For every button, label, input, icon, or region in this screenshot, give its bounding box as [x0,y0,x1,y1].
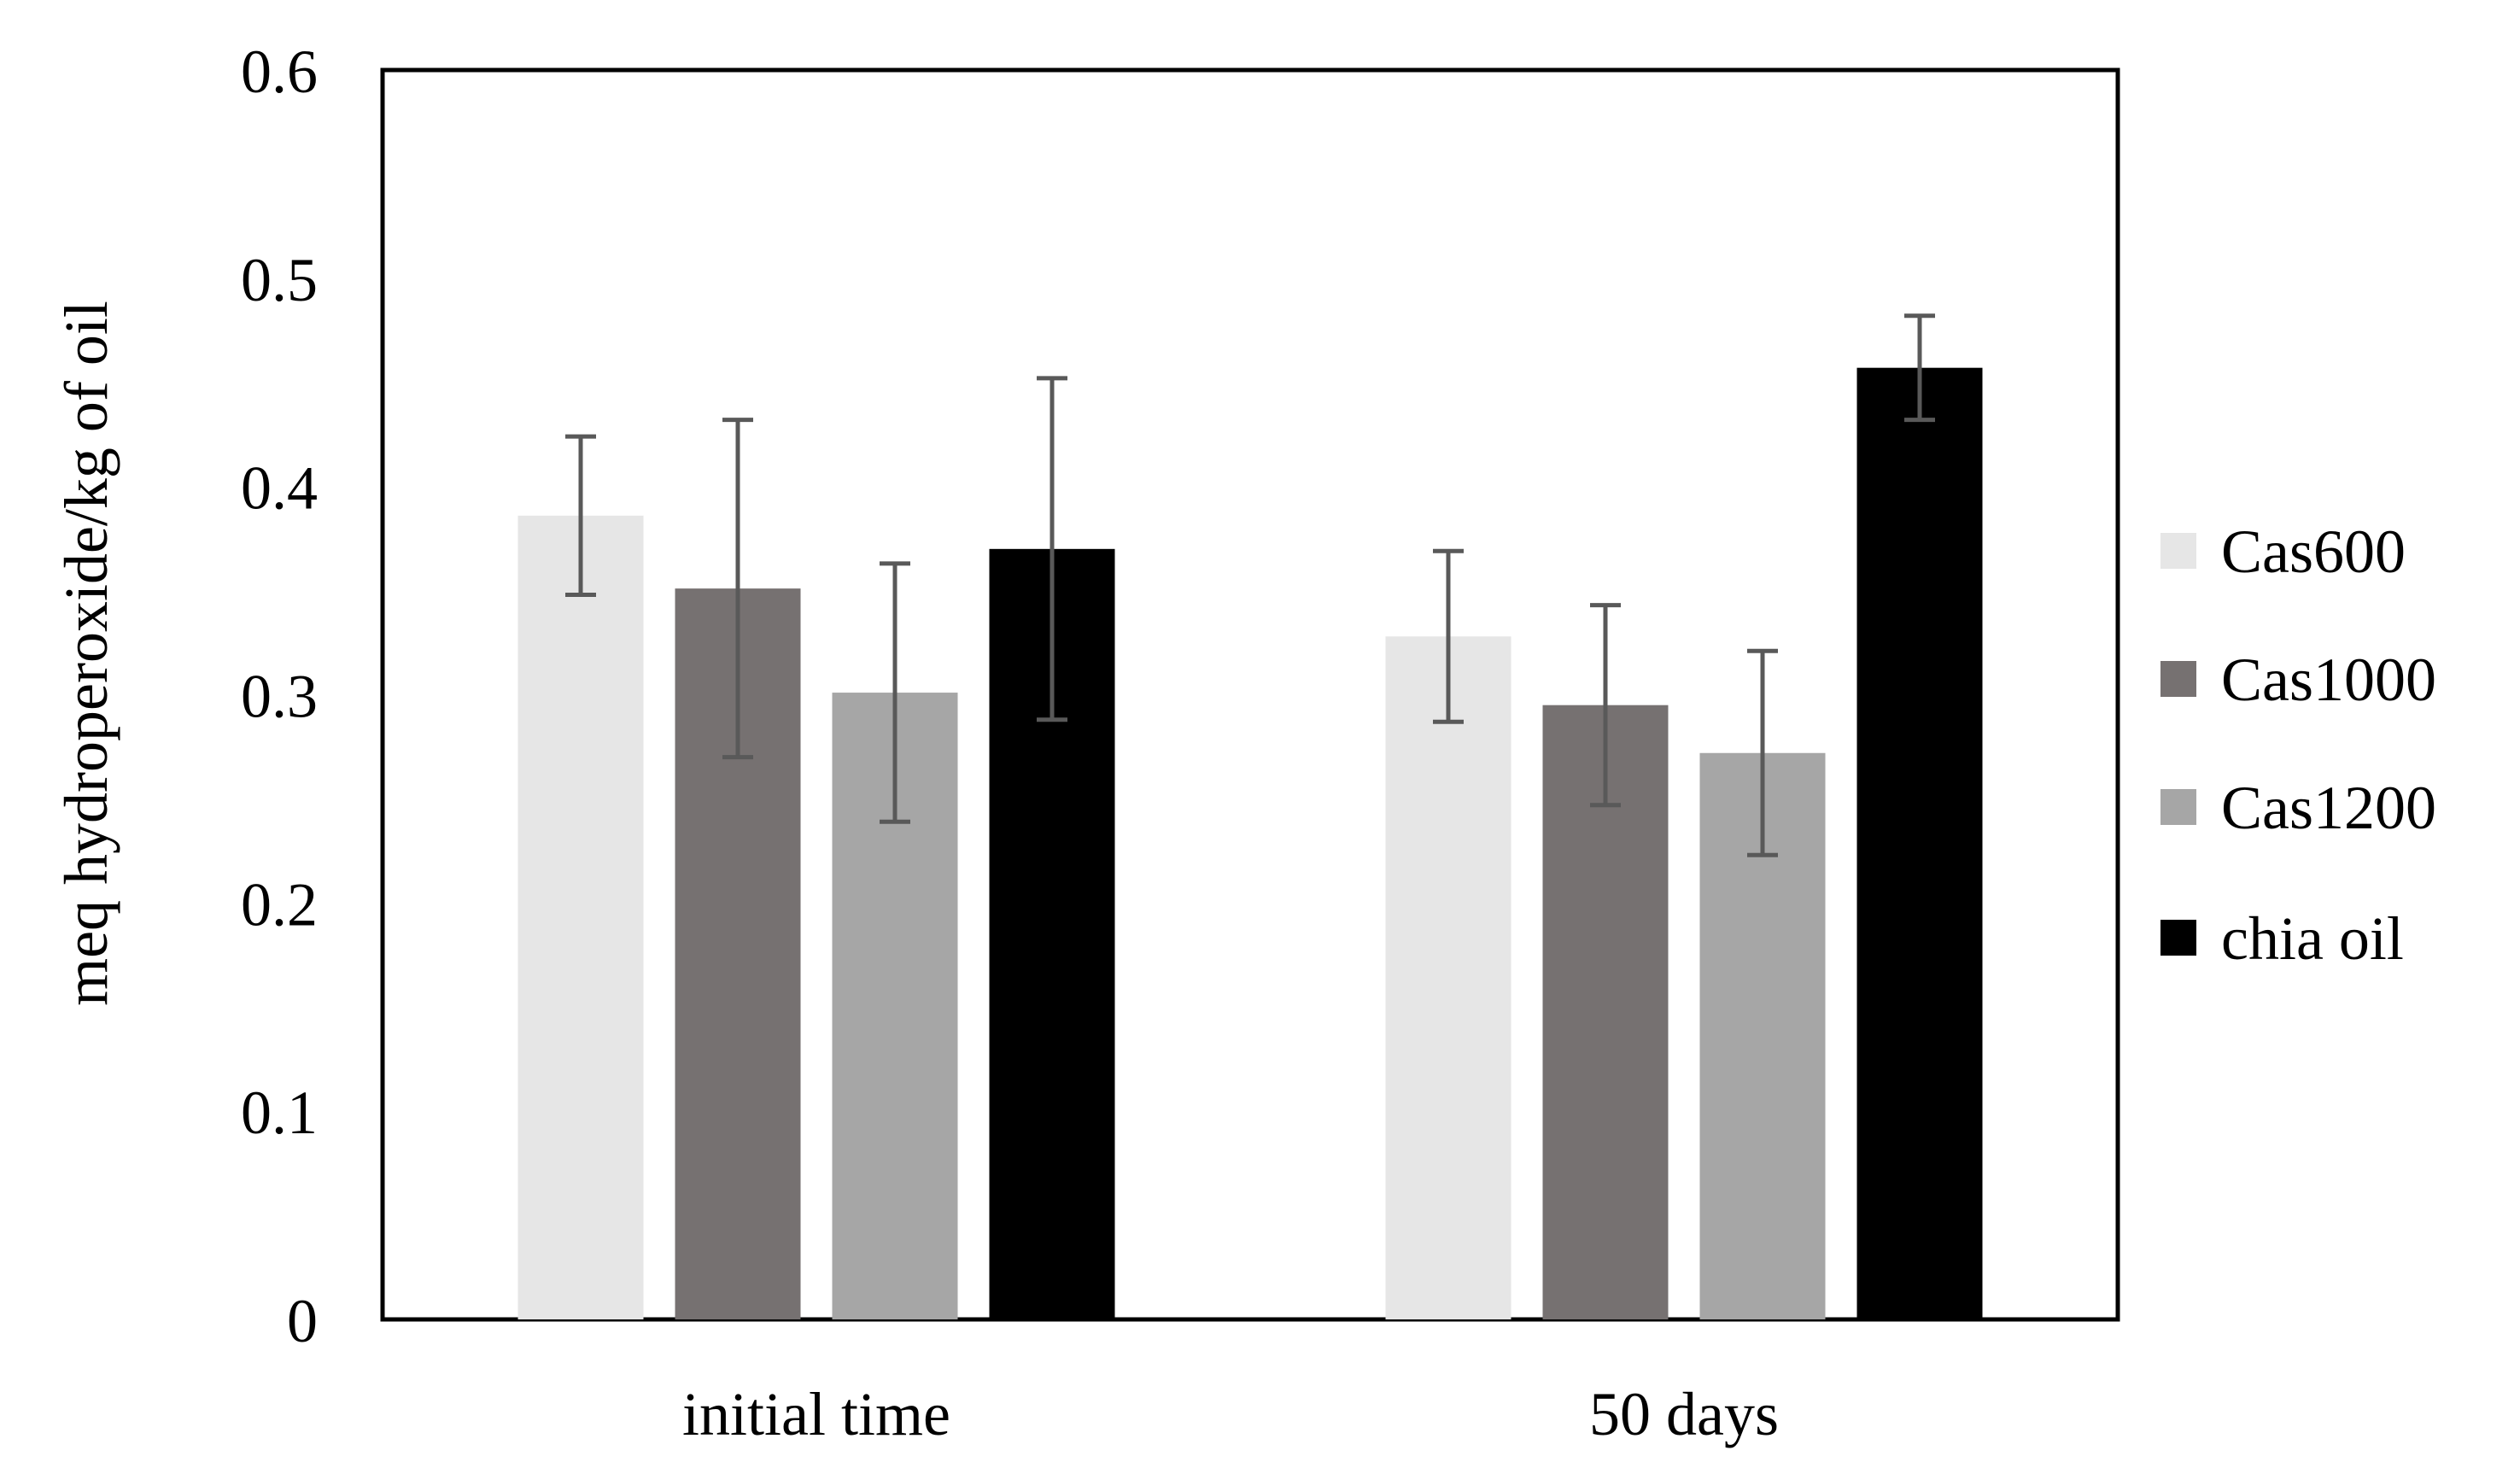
y-tick-label: 0.5 [241,246,318,314]
legend-swatch [2160,533,2196,569]
y-axis-label: meq hydroperoxide/kg of oil [52,301,120,1006]
legend: Cas600 Cas1000 Cas1200 chia oil [2160,518,2436,973]
y-axis-ticks: 0 0.1 0.2 0.3 0.4 0.5 0.6 [241,38,318,1355]
bar [517,515,644,1319]
y-tick-label: 0.4 [241,454,318,523]
legend-label: Cas1000 [2221,646,2436,714]
y-tick-label: 0.2 [241,870,318,939]
legend-swatch [2160,789,2196,825]
bar [1385,636,1511,1319]
y-tick-label: 0.3 [241,663,318,731]
legend-swatch [2160,920,2196,956]
plot-frame [380,67,2120,1322]
y-tick-label: 0.1 [241,1079,318,1147]
y-tick-label: 0.6 [241,38,318,106]
legend-label: Cas1200 [2221,774,2436,842]
bar [1542,705,1669,1319]
error-bars [565,313,1935,857]
legend-swatch [2160,661,2196,697]
bar [1856,367,1983,1320]
legend-label: chia oil [2221,904,2404,973]
y-tick-label: 0 [287,1287,318,1355]
legend-label: Cas600 [2221,518,2406,586]
x-category-label: 50 days [1589,1380,1779,1448]
x-axis-categories: initial time 50 days [682,1380,1779,1448]
x-category-label: initial time [682,1380,950,1448]
